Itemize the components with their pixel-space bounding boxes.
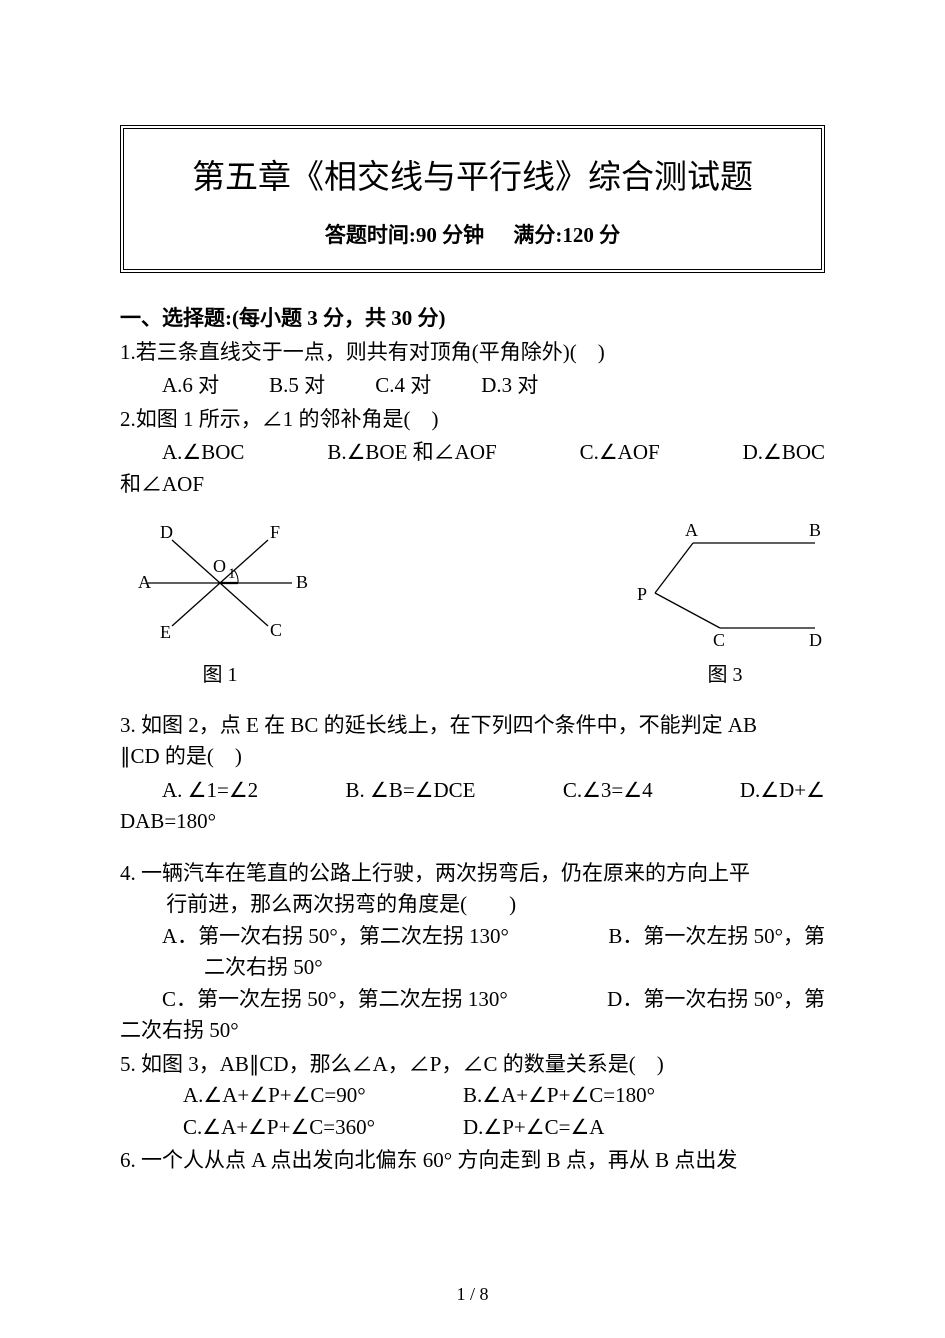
fig3-label-a: A	[685, 520, 698, 540]
question-5: 5. 如图 3，AB∥CD，那么∠A，∠P，∠C 的数量关系是( ) A.∠A+…	[120, 1049, 825, 1144]
q3-opt-a: A. ∠1=∠2	[162, 775, 258, 807]
q3-stem2: ∥CD 的是( )	[120, 741, 825, 773]
score-label-text: 满分:	[513, 223, 562, 247]
q4-stem2: 行前进，那么两次拐弯的角度是( )	[120, 889, 825, 921]
question-4: 4. 一辆汽车在笔直的公路上行驶，两次拐弯后，仍在原来的方向上平 行前进，那么两…	[120, 858, 825, 1047]
fig1-label-f: F	[270, 522, 280, 542]
q2-tail: 和∠AOF	[120, 469, 825, 501]
q5-opt-a: A.∠A+∠P+∠C=90°	[183, 1080, 463, 1112]
time-value: 90 分钟	[416, 223, 484, 247]
figures-row: A B C D E F O 1 图 1 A B C D	[120, 518, 825, 690]
fig3-label-c: C	[713, 630, 725, 648]
q2-stem: 2.如图 1 所示，∠1 的邻补角是( )	[120, 404, 825, 436]
fig1-label-b: B	[296, 572, 308, 592]
q1-opt-d: D.3 对	[481, 370, 538, 402]
q1-options: A.6 对 B.5 对 C.4 对 D.3 对	[162, 370, 825, 402]
fig1-label-o: O	[213, 556, 226, 576]
figure-3: A B C D P 图 3	[625, 518, 825, 690]
fig1-caption: 图 1	[120, 660, 320, 690]
fig1-label-d: D	[160, 522, 173, 542]
question-6: 6. 一个人从点 A 点出发向北偏东 60° 方向走到 B 点，再从 B 点出发	[120, 1145, 825, 1177]
q4-stem1: 4. 一辆汽车在笔直的公路上行驶，两次拐弯后，仍在原来的方向上平	[120, 858, 825, 890]
figure-1: A B C D E F O 1 图 1	[120, 518, 320, 690]
question-1: 1.若三条直线交于一点，则共有对顶角(平角除外)( ) A.6 对 B.5 对 …	[120, 337, 825, 402]
time-label-text: 答题时间:	[325, 223, 416, 247]
subtitle: 答题时间:90 分钟 满分:120 分	[139, 220, 806, 252]
question-3: 3. 如图 2，点 E 在 BC 的延长线上，在下列四个条件中，不能判定 AB …	[120, 710, 825, 838]
q4-line-ab: A．第一次右拐 50°，第二次左拐 130° B．第一次左拐 50°，第	[120, 921, 825, 953]
q1-stem: 1.若三条直线交于一点，则共有对顶角(平角除外)( )	[120, 337, 825, 369]
q5-line-cd: C.∠A+∠P+∠C=360° D.∠P+∠C=∠A	[120, 1112, 825, 1144]
fig1-label-e: E	[160, 622, 171, 642]
q2-opt-b: B.∠BOE 和∠AOF	[327, 437, 496, 469]
figure-3-svg: A B C D P	[625, 518, 825, 648]
main-title: 第五章《相交线与平行线》综合测试题	[139, 154, 806, 204]
q4-opt-b2: 二次右拐 50°	[120, 952, 825, 984]
q3-opt-c: C.∠3=∠4	[563, 775, 653, 807]
q3-tail: DAB=180°	[120, 806, 825, 838]
fig1-label-1: 1	[228, 566, 236, 582]
q1-opt-a: A.6 对	[162, 370, 219, 402]
q2-opt-a: A.∠BOC	[162, 437, 244, 469]
q4-opt-b1: B．第一次左拐 50°，第	[608, 921, 825, 953]
fig3-caption: 图 3	[625, 660, 825, 690]
q3-opt-d: D.∠D+∠	[740, 775, 825, 807]
score-label: 满分:120 分	[513, 223, 620, 247]
q3-options: A. ∠1=∠2 B. ∠B=∠DCE C.∠3=∠4 D.∠D+∠	[162, 775, 825, 807]
q3-stem1: 3. 如图 2，点 E 在 BC 的延长线上，在下列四个条件中，不能判定 AB	[120, 710, 825, 742]
q1-opt-b: B.5 对	[269, 370, 325, 402]
q4-line-cd: C．第一次左拐 50°，第二次左拐 130° D．第一次右拐 50°，第	[120, 984, 825, 1016]
section-1-header: 一、选择题:(每小题 3 分，共 30 分)	[120, 303, 825, 335]
q6-stem: 6. 一个人从点 A 点出发向北偏东 60° 方向走到 B 点，再从 B 点出发	[120, 1145, 825, 1177]
time-label: 答题时间:90 分钟	[325, 223, 490, 247]
fig3-label-b: B	[809, 520, 821, 540]
q4-opt-a1: A．第一次右拐 50°，第二次左拐 130°	[162, 921, 608, 953]
fig3-label-d: D	[809, 630, 822, 648]
fig3-label-p: P	[637, 584, 647, 604]
q2-opt-d: D.∠BOC	[743, 437, 825, 469]
question-2: 2.如图 1 所示，∠1 的邻补角是( ) A.∠BOC B.∠BOE 和∠AO…	[120, 404, 825, 501]
q5-line-ab: A.∠A+∠P+∠C=90° B.∠A+∠P+∠C=180°	[120, 1080, 825, 1112]
q5-opt-d: D.∠P+∠C=∠A	[463, 1112, 604, 1144]
q2-opt-c: C.∠AOF	[580, 437, 660, 469]
score-value: 120 分	[562, 223, 620, 247]
q4-opt-d2: 二次右拐 50°	[120, 1015, 825, 1047]
q3-opt-b: B. ∠B=∠DCE	[345, 775, 475, 807]
page-number: 1 / 8	[0, 1281, 945, 1308]
figure-1-svg: A B C D E F O 1	[120, 518, 320, 648]
q5-stem: 5. 如图 3，AB∥CD，那么∠A，∠P，∠C 的数量关系是( )	[120, 1049, 825, 1081]
q1-opt-c: C.4 对	[375, 370, 431, 402]
q5-opt-b: B.∠A+∠P+∠C=180°	[463, 1080, 655, 1112]
title-box: 第五章《相交线与平行线》综合测试题 答题时间:90 分钟 满分:120 分	[120, 125, 825, 273]
q2-options: A.∠BOC B.∠BOE 和∠AOF C.∠AOF D.∠BOC	[162, 437, 825, 469]
q4-opt-c1: C．第一次左拐 50°，第二次左拐 130°	[162, 984, 607, 1016]
q5-opt-c: C.∠A+∠P+∠C=360°	[183, 1112, 463, 1144]
fig1-label-c: C	[270, 620, 282, 640]
q4-opt-d1: D．第一次右拐 50°，第	[607, 984, 825, 1016]
fig1-label-a: A	[138, 572, 151, 592]
